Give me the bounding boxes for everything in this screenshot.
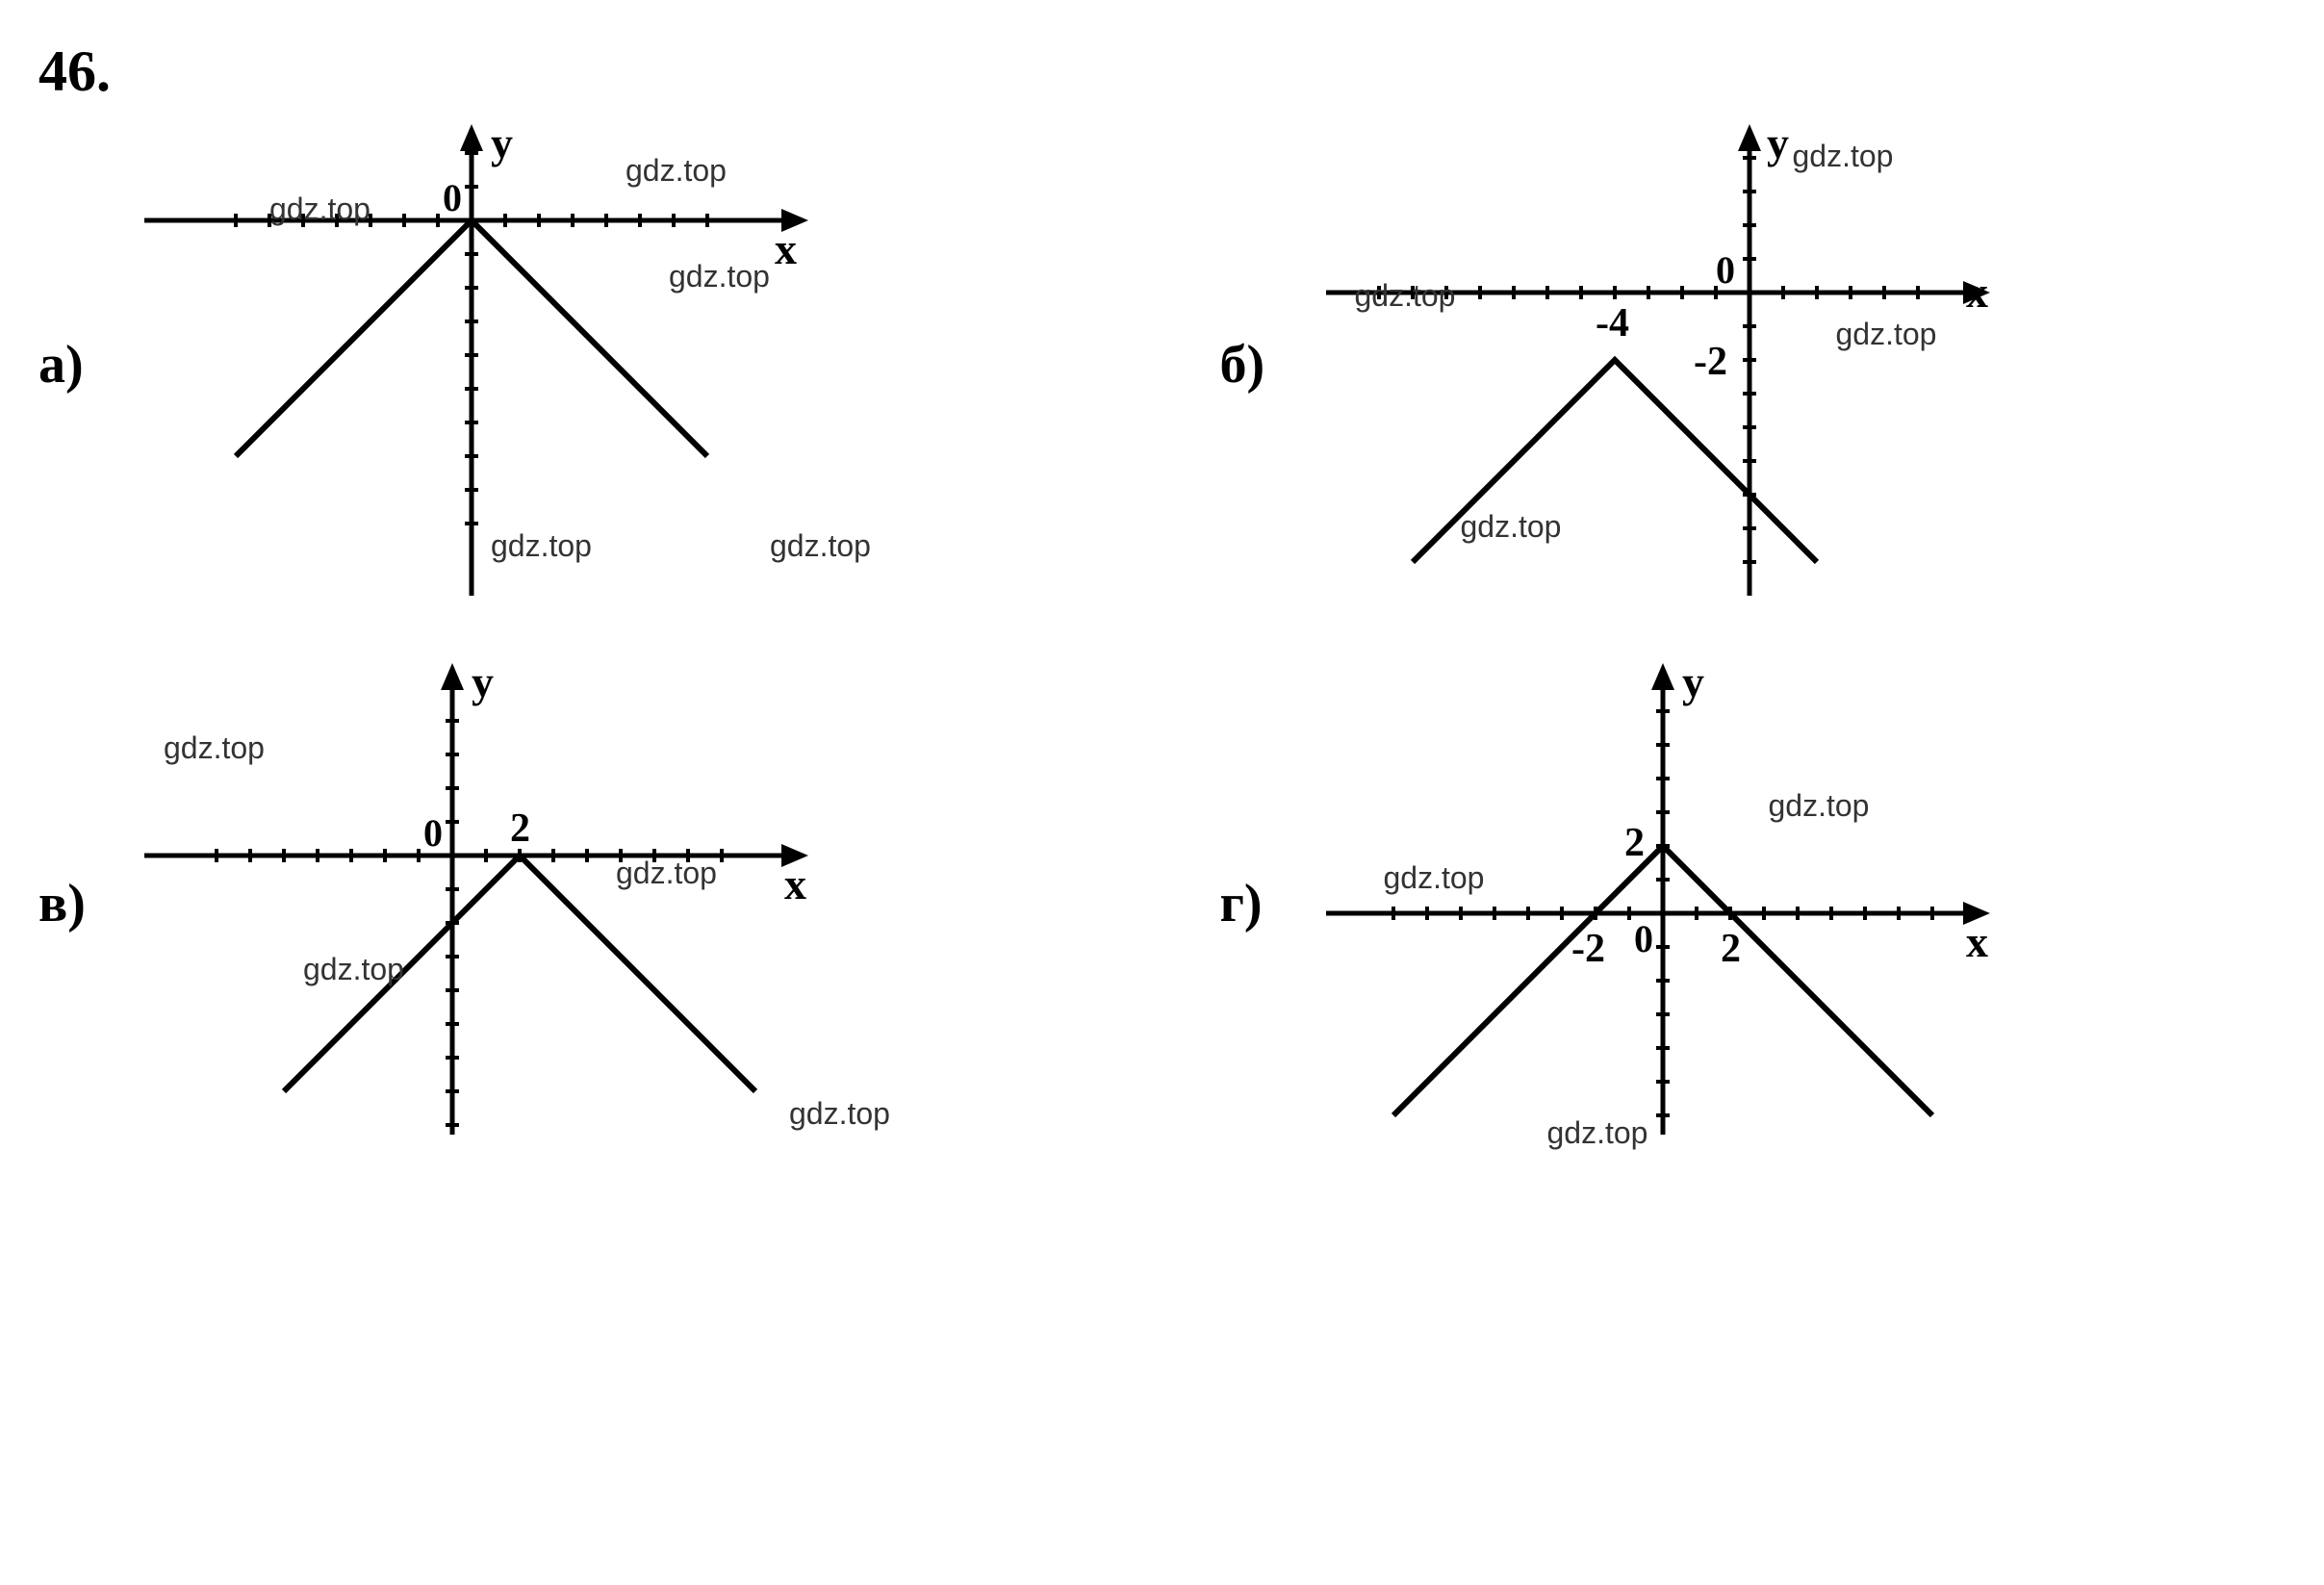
chart-label-v: в): [38, 873, 106, 934]
chart-label-a: а): [38, 334, 106, 396]
svg-text:2: 2: [1721, 927, 1741, 971]
chart-canvas-v: 0yx2gdz.topgdz.topgdz.topgdz.top: [135, 663, 808, 1144]
svg-text:-4: -4: [1596, 301, 1629, 345]
chart-g: г)0yx2-22gdz.topgdz.topgdz.top: [1220, 663, 2286, 1144]
svg-text:2: 2: [510, 806, 530, 851]
svg-text:y: y: [491, 124, 513, 167]
svg-text:x: x: [775, 224, 797, 273]
svg-text:2: 2: [1624, 821, 1645, 865]
chart-label-g: г): [1220, 873, 1288, 934]
svg-text:y: y: [1682, 663, 1704, 706]
chart-v: в)0yx2gdz.topgdz.topgdz.topgdz.top: [38, 663, 1105, 1144]
svg-text:x: x: [1966, 917, 1988, 966]
chart-canvas-g: 0yx2-22gdz.topgdz.topgdz.top: [1316, 663, 1990, 1144]
svg-text:-2: -2: [1694, 340, 1727, 384]
svg-text:0: 0: [423, 811, 443, 855]
problem-number: 46.: [38, 38, 2286, 105]
charts-grid: а)0yxgdz.topgdz.topgdz.topgdz.topgdz.top…: [38, 124, 2286, 1144]
svg-text:y: y: [1767, 124, 1789, 167]
chart-label-b: б): [1220, 334, 1288, 396]
chart-canvas-a: 0yxgdz.topgdz.topgdz.topgdz.topgdz.top: [135, 124, 808, 605]
svg-text:x: x: [784, 859, 806, 908]
chart-b: б)0yx-4-2gdz.topgdz.topgdz.topgdz.top: [1220, 124, 2286, 605]
svg-text:0: 0: [443, 176, 462, 219]
chart-canvas-b: 0yx-4-2gdz.topgdz.topgdz.topgdz.top: [1316, 124, 1990, 605]
chart-a: а)0yxgdz.topgdz.topgdz.topgdz.topgdz.top: [38, 124, 1105, 605]
svg-text:y: y: [472, 663, 494, 706]
svg-text:x: x: [1966, 268, 1988, 317]
svg-text:-2: -2: [1571, 927, 1605, 971]
svg-text:0: 0: [1716, 248, 1735, 292]
svg-text:0: 0: [1634, 917, 1653, 960]
